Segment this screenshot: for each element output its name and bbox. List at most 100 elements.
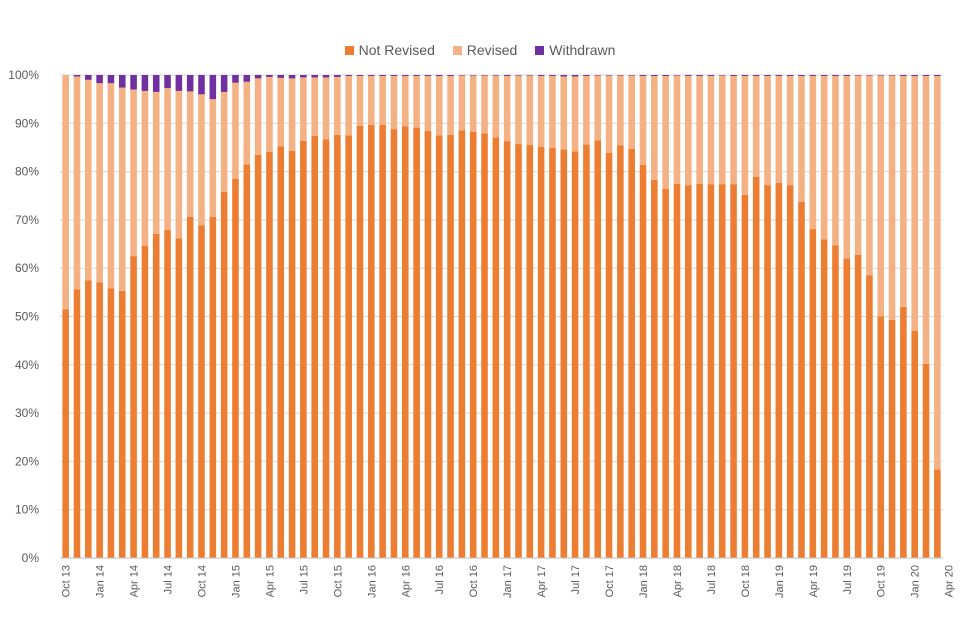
bar-segment-not-revised xyxy=(96,282,103,558)
bar-segment-not-revised xyxy=(254,154,262,558)
y-tick-label: 10% xyxy=(15,503,39,517)
bar-segment-revised xyxy=(786,75,794,186)
bar-segment-not-revised xyxy=(401,126,409,558)
bar-segment-revised xyxy=(537,75,545,147)
bar-segment-withdrawn xyxy=(934,75,941,76)
bar-segment-withdrawn xyxy=(356,75,364,76)
bar-segment-not-revised xyxy=(911,330,918,558)
y-tick-label: 90% xyxy=(15,116,39,130)
bar-segment-not-revised xyxy=(266,151,273,559)
bar-segment-withdrawn xyxy=(911,75,918,76)
bar-segment-not-revised xyxy=(62,309,69,558)
y-tick-label: 60% xyxy=(15,261,39,275)
bar-segment-revised xyxy=(141,90,149,246)
bar-segment-not-revised xyxy=(107,288,115,558)
bar-segment-revised xyxy=(118,87,126,291)
bar-segment-revised xyxy=(345,75,352,136)
bar-segment-not-revised xyxy=(515,144,522,558)
bar-segment-not-revised xyxy=(752,176,760,558)
bar-segment-withdrawn xyxy=(345,75,352,76)
x-tick-label: Jul 18 xyxy=(706,565,718,594)
bar-segment-not-revised xyxy=(594,140,602,558)
bar-segment-revised xyxy=(266,76,273,152)
x-tick-label: Oct 18 xyxy=(740,565,752,597)
bar-segment-withdrawn xyxy=(639,75,647,76)
legend-label-revised: Revised xyxy=(466,42,518,58)
bar-segment-withdrawn xyxy=(435,75,443,76)
bar-segment-not-revised xyxy=(707,184,715,558)
bar-segment-revised xyxy=(62,75,69,310)
bar-segment-withdrawn xyxy=(707,75,715,76)
bar-segment-revised xyxy=(571,76,579,152)
bar-segment-withdrawn xyxy=(266,75,273,77)
bar-segment-revised xyxy=(934,75,941,470)
bar-segment-revised xyxy=(447,75,454,135)
bar-segment-withdrawn xyxy=(560,75,568,77)
x-tick-label: Apr 17 xyxy=(536,565,548,597)
bar-segment-not-revised xyxy=(764,185,771,558)
x-tick-label: Jan 16 xyxy=(366,565,378,598)
bar-segment-withdrawn xyxy=(186,75,194,92)
chart-legend: Not Revised Revised Withdrawn xyxy=(0,42,960,58)
bar-segment-revised xyxy=(164,88,171,231)
bar-segment-not-revised xyxy=(673,183,681,558)
bar-segment-withdrawn xyxy=(662,75,669,76)
bar-segment-withdrawn xyxy=(447,75,454,76)
bar-segment-withdrawn xyxy=(820,75,828,76)
bar-segment-revised xyxy=(232,82,239,179)
bar-segment-withdrawn xyxy=(685,75,692,76)
bar-segment-withdrawn xyxy=(786,75,794,76)
bars xyxy=(62,75,941,559)
bar-segment-withdrawn xyxy=(209,75,217,100)
bar-segment-withdrawn xyxy=(390,75,398,76)
bar-segment-not-revised xyxy=(832,245,839,558)
bar-segment-revised xyxy=(368,75,375,125)
x-tick-label: Jul 14 xyxy=(163,565,175,594)
bar-segment-withdrawn xyxy=(277,75,285,78)
bar-segment-not-revised xyxy=(696,183,703,558)
bar-segment-withdrawn xyxy=(832,75,839,76)
bar-segment-revised xyxy=(843,75,851,259)
x-tick-label: Oct 17 xyxy=(604,565,616,597)
legend-label-withdrawn: Withdrawn xyxy=(549,42,616,58)
bar-segment-withdrawn xyxy=(175,75,183,91)
bar-segment-revised xyxy=(469,75,477,132)
bar-segment-not-revised xyxy=(243,164,251,559)
bar-segment-not-revised xyxy=(809,229,817,558)
bar-segment-not-revised xyxy=(73,289,81,558)
bar-segment-withdrawn xyxy=(118,75,126,88)
bar-segment-revised xyxy=(877,75,885,317)
bar-segment-withdrawn xyxy=(922,75,930,76)
bar-segment-not-revised xyxy=(356,125,364,559)
bar-segment-withdrawn xyxy=(379,75,386,76)
bar-segment-not-revised xyxy=(639,164,647,558)
gridlines xyxy=(60,74,943,511)
bar-segment-withdrawn xyxy=(809,75,817,76)
x-tick-label: Oct 15 xyxy=(332,565,344,597)
bar-segment-not-revised xyxy=(888,319,896,558)
bar-segment-revised xyxy=(73,76,81,290)
bar-segment-revised xyxy=(775,75,783,183)
bar-segment-revised xyxy=(900,75,907,307)
bar-segment-revised xyxy=(752,75,760,177)
bar-segment-not-revised xyxy=(118,290,126,558)
bar-segment-withdrawn xyxy=(334,75,341,77)
bar-segment-revised xyxy=(832,75,839,246)
bar-segment-not-revised xyxy=(334,134,341,558)
y-tick-label: 70% xyxy=(15,213,39,227)
bar-segment-revised xyxy=(277,77,285,147)
bar-segment-revised xyxy=(311,77,318,136)
bar-segment-revised xyxy=(85,79,92,281)
y-tick-label: 80% xyxy=(15,165,39,179)
bar-segment-withdrawn xyxy=(741,75,749,76)
bar-segment-not-revised xyxy=(368,124,375,558)
y-tick-label: 30% xyxy=(15,406,39,420)
bar-segment-withdrawn xyxy=(73,75,81,77)
bar-segment-withdrawn xyxy=(696,75,703,76)
legend-item-withdrawn: Withdrawn xyxy=(535,42,615,58)
x-axis-ticks: Oct 13 Jan 14 Apr 14 Jul 14 Oct 14 Jan 15 Apr … xyxy=(61,565,956,598)
y-tick-label: 100% xyxy=(8,68,39,82)
bar-segment-revised xyxy=(503,75,511,142)
bar-segment-not-revised xyxy=(152,233,160,558)
